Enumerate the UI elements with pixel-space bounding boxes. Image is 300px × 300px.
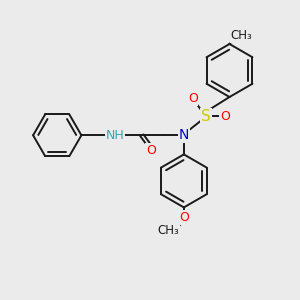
Text: O: O xyxy=(220,110,230,123)
Text: N: N xyxy=(179,128,189,142)
Text: O: O xyxy=(146,144,156,157)
Text: CH₃: CH₃ xyxy=(230,29,252,42)
Text: S: S xyxy=(201,109,211,124)
Text: O: O xyxy=(188,92,198,105)
Text: O: O xyxy=(179,211,189,224)
Text: NH: NH xyxy=(106,129,124,142)
Text: CH₃: CH₃ xyxy=(158,224,179,237)
